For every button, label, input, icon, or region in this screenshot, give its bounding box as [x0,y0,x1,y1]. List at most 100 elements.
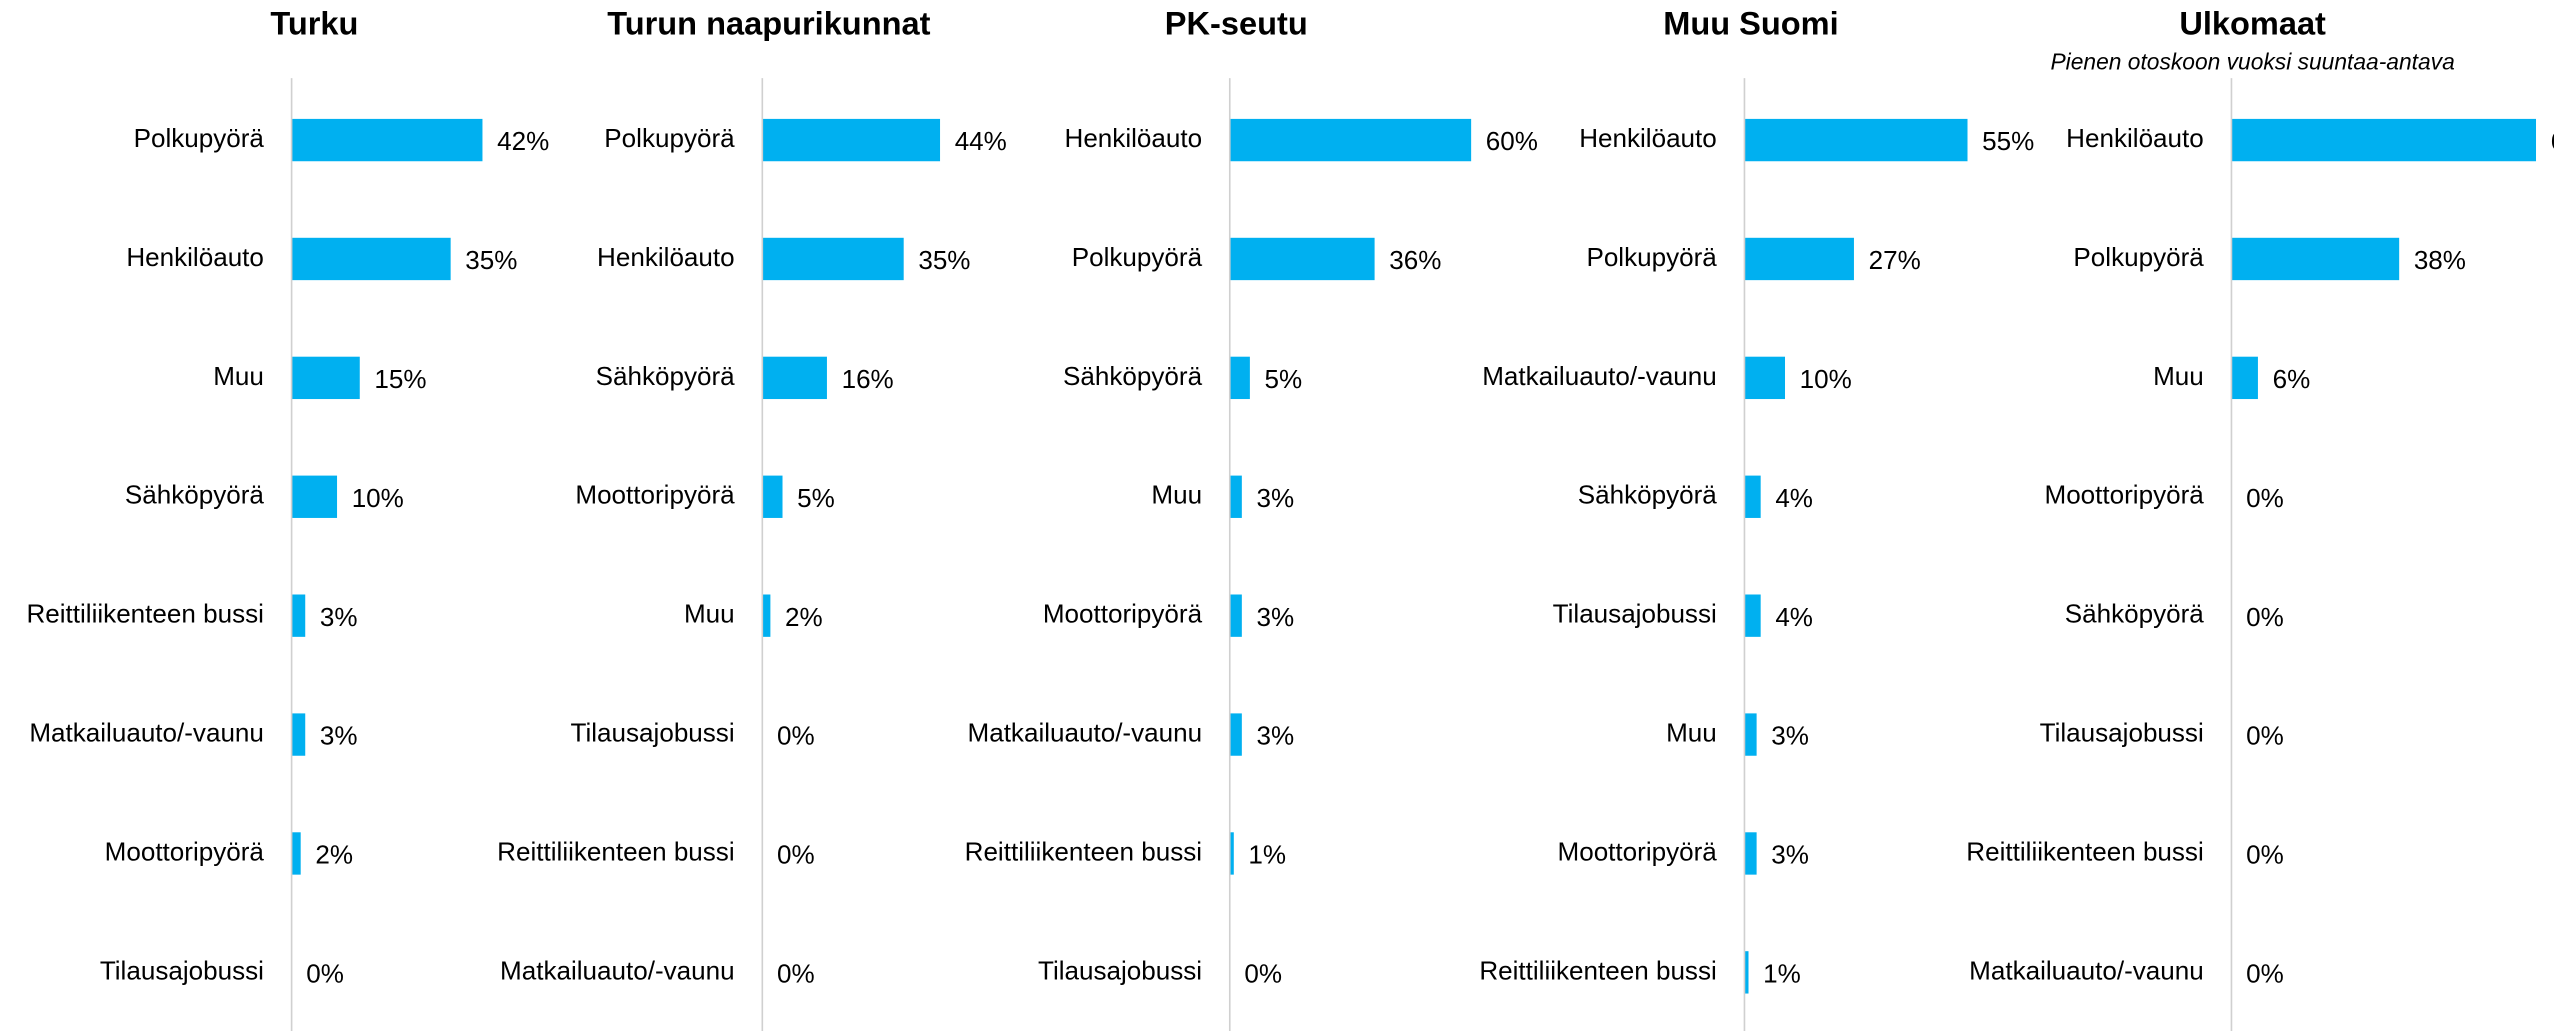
value-label: 5% [797,483,835,513]
category-label: Reittiliikenteen bussi [1966,836,2203,866]
category-label: Sähköpyörä [1578,480,1718,510]
bar [291,594,306,637]
category-label: Polkupyörä [1586,242,1717,272]
chart-title: PK-seutu [1165,6,1308,42]
value-label: 16% [842,364,894,394]
value-label: 38% [2414,245,2466,275]
category-label: Muu [1666,717,1717,747]
category-label: Muu [684,599,735,629]
chart-title: Turku [270,6,358,42]
value-label: 10% [1800,364,1852,394]
value-label: 4% [1775,602,1813,632]
bar [291,356,360,400]
value-label: 1% [1763,959,1801,989]
category-label: Matkailuauto/-vaunu [1969,955,2204,985]
value-label: 44% [955,126,1007,156]
category-label: Polkupyörä [1072,242,1203,272]
value-label: 3% [1256,721,1294,751]
value-label: 36% [1389,245,1441,275]
category-label: Polkupyörä [134,123,265,153]
category-label: Sähköpyörä [125,480,265,510]
category-label: Henkilöauto [2066,123,2204,153]
category-label: Polkupyörä [604,123,735,153]
value-label: 1% [1248,840,1286,870]
value-label: 2% [785,602,823,632]
bar [1744,594,1761,637]
category-label: Moottoripyörä [105,836,265,866]
category-label: Sähköpyörä [2065,599,2205,629]
bar [1229,594,1242,637]
bar [762,118,941,162]
bar [1229,356,1250,400]
category-label: Sähköpyörä [596,361,736,391]
value-label: 3% [320,721,358,751]
value-label: 4% [1775,483,1813,513]
bar [291,475,338,518]
chart-title: Muu Suomi [1663,6,1838,42]
value-label: 0% [2246,602,2284,632]
value-label: 3% [1771,840,1809,870]
bar [762,356,827,400]
category-label: Matkailuauto/-vaunu [1482,361,1717,391]
category-label: Moottoripyörä [575,480,735,510]
category-label: Tilausajobussi [1038,955,1202,985]
value-label: 55% [1982,126,2034,156]
category-label: Moottoripyörä [1558,836,1718,866]
bar [291,118,483,162]
category-label: Tilausajobussi [1553,599,1717,629]
bar [2231,118,2537,162]
category-label: Matkailuauto/-vaunu [29,717,264,747]
category-label: Henkilöauto [1065,123,1203,153]
value-label: 3% [1256,602,1294,632]
value-label: 15% [374,364,426,394]
bar [762,237,904,281]
bar [1229,237,1375,281]
bar [2231,356,2258,400]
category-label: Henkilöauto [597,242,735,272]
value-label: 35% [465,245,517,275]
category-label: Henkilöauto [1579,123,1717,153]
bar [2231,237,2400,281]
value-label: 0% [306,959,344,989]
value-label: 0% [777,959,815,989]
chart-subtitle: Pienen otoskoon vuoksi suuntaa-antava [2050,49,2454,75]
bar [291,832,301,875]
bar [1229,118,1472,162]
value-label: 0% [1244,959,1282,989]
bar [1229,475,1242,518]
value-label: 0% [777,721,815,751]
value-label: 3% [1771,721,1809,751]
category-label: Tilausajobussi [100,955,264,985]
category-label: Muu [2153,361,2204,391]
value-label: 0% [2246,483,2284,513]
value-label: 2% [315,840,353,870]
bar [1744,118,1968,162]
bar [1744,713,1757,756]
category-label: Reittiliikenteen bussi [26,599,263,629]
bar [1229,832,1234,875]
category-label: Matkailuauto/-vaunu [500,955,735,985]
category-label: Reittiliikenteen bussi [497,836,734,866]
bar [291,713,306,756]
chart-title: Ulkomaat [2179,6,2326,42]
bar [1744,237,1854,281]
category-label: Henkilöauto [126,242,264,272]
bar [291,237,451,281]
category-label: Reittiliikenteen bussi [1479,955,1716,985]
bar [1229,713,1242,756]
value-label: 0% [2246,959,2284,989]
category-label: Tilausajobussi [2040,717,2204,747]
value-label: 27% [1869,245,1921,275]
category-label: Tilausajobussi [571,717,735,747]
value-label: 6% [2273,364,2311,394]
value-label: 10% [352,483,404,513]
bar [762,475,783,518]
category-label: Muu [213,361,264,391]
category-label: Reittiliikenteen bussi [965,836,1202,866]
value-label: 69% [2551,126,2554,156]
value-label: 35% [918,245,970,275]
category-label: Polkupyörä [2073,242,2204,272]
category-label: Moottoripyörä [1043,599,1203,629]
